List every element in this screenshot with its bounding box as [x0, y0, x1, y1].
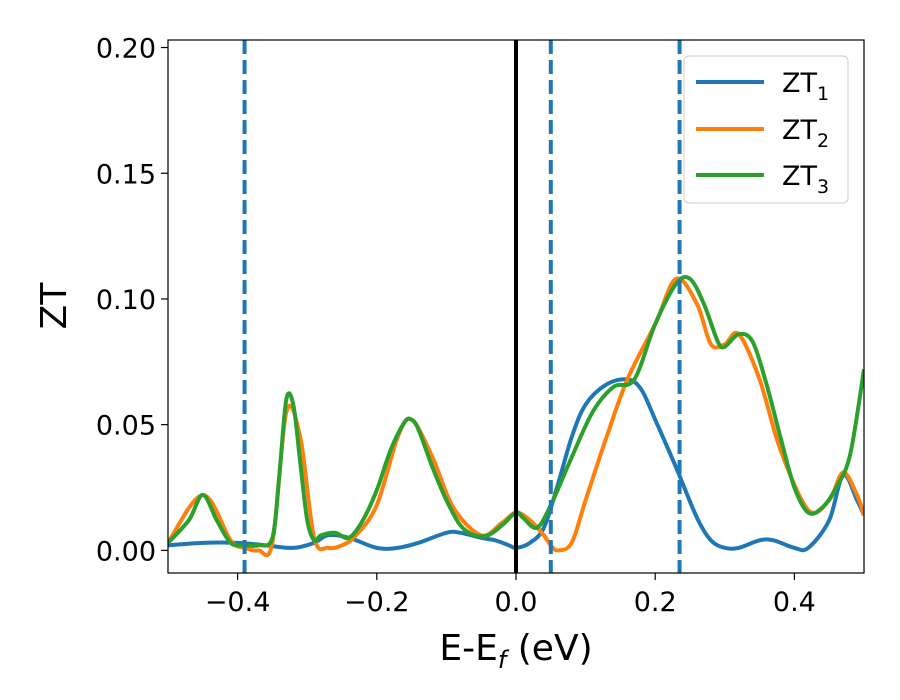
legend-label-zt2: ZT2 — [782, 115, 829, 152]
y-tick-label: 0.15 — [96, 159, 156, 190]
x-tick-label: 0.4 — [773, 587, 816, 618]
y-axis-label: ZT — [34, 282, 75, 330]
x-axis-label: E-Ef (eV) — [439, 628, 592, 674]
x-axis-ticks: −0.4 −0.2 0.0 0.2 0.4 — [205, 573, 816, 618]
y-tick-label: 0.10 — [96, 285, 156, 316]
series-line-zt3 — [168, 274, 864, 549]
y-axis-ticks: 0.00 0.05 0.10 0.15 0.20 — [96, 34, 168, 567]
series-layer — [168, 274, 864, 558]
x-tick-label: −0.4 — [205, 587, 271, 618]
legend: ZT1 ZT2 ZT3 — [683, 55, 849, 204]
legend-frame — [683, 55, 849, 204]
vline-layer — [242, 40, 682, 573]
y-tick-label: 0.05 — [96, 411, 156, 442]
legend-label-zt1: ZT1 — [782, 68, 829, 105]
x-tick-label: 0.2 — [634, 587, 677, 618]
y-tick-label: 0.00 — [96, 536, 156, 567]
x-tick-label: −0.2 — [344, 587, 410, 618]
legend-label-zt3: ZT3 — [782, 161, 829, 198]
x-tick-label: 0.0 — [495, 587, 538, 618]
y-tick-label: 0.20 — [96, 34, 156, 65]
